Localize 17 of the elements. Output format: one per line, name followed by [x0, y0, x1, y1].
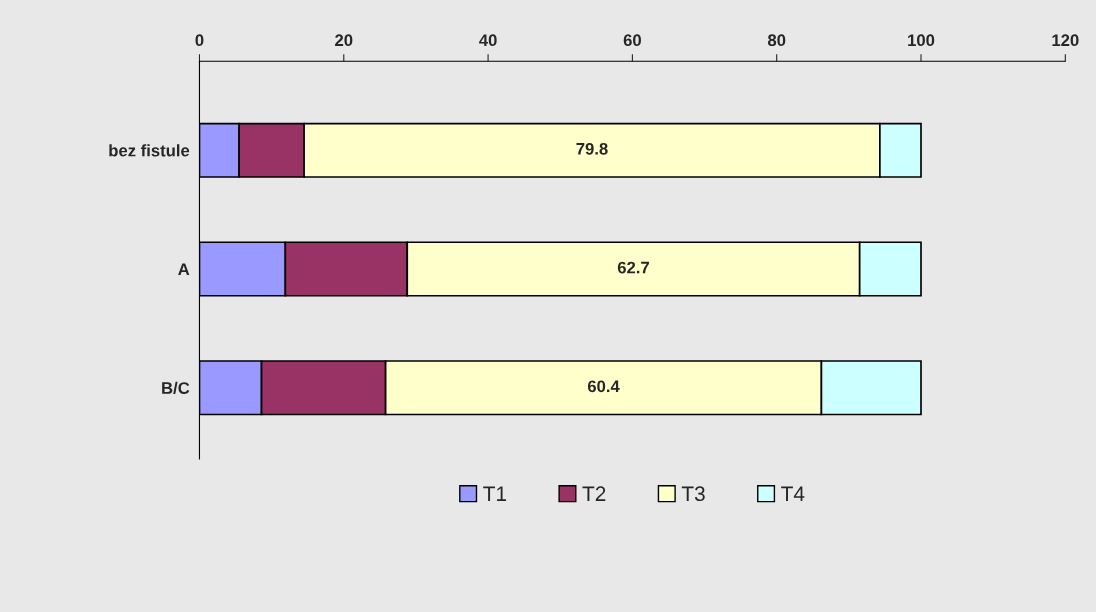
x-tick-label: 0 — [195, 34, 204, 47]
legend-label: T3 — [681, 486, 705, 502]
y-tick-label: B/C — [162, 381, 190, 395]
x-tick-label: 20 — [335, 34, 353, 47]
x-tick-label: 100 — [908, 34, 935, 47]
y-tick-label: bez fistule — [109, 144, 190, 157]
data-label: 79.8 — [576, 142, 608, 155]
y-tick-label: A — [178, 263, 190, 276]
legend-label: T2 — [582, 486, 606, 501]
x-tick-label: 40 — [479, 34, 497, 47]
data-label: 62.7 — [617, 261, 649, 274]
legend-label: T4 — [781, 486, 805, 501]
legend-label: T1 — [483, 486, 507, 501]
x-tick-label: 120 — [1052, 34, 1079, 47]
x-tick-label: 60 — [623, 34, 641, 47]
x-tick-label: 80 — [767, 34, 786, 47]
data-label: 60.4 — [587, 380, 620, 393]
